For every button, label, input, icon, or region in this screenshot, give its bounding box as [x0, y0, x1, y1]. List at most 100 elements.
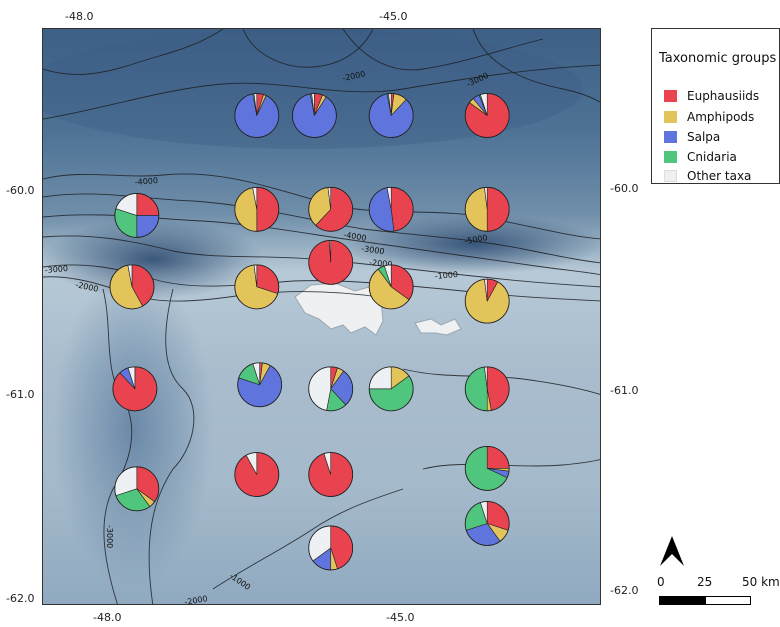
left-lat-label: -60.0 [6, 184, 35, 197]
map-frame[interactable]: -2000 -3000 -4000 -4000 -3000 -2000 -500… [42, 28, 601, 605]
legend-swatch [664, 151, 677, 163]
left-lat-label: -62.0 [6, 592, 35, 605]
contour-label: -4000 [343, 230, 367, 243]
legend-swatch [664, 111, 677, 123]
pie-outline [308, 366, 354, 412]
pie-outline [234, 452, 280, 497]
right-lat-label: -61.0 [610, 384, 639, 397]
pie-outline [114, 193, 160, 238]
station-pie[interactable] [308, 525, 354, 571]
bottom-lon-label: -48.0 [93, 611, 122, 624]
western-slope [53, 269, 213, 589]
right-lat-label: -60.0 [610, 182, 639, 195]
pie-outline [234, 264, 280, 310]
left-lat-label: -61.0 [6, 388, 35, 401]
station-pie[interactable] [464, 93, 510, 138]
deep-basin [343, 214, 600, 274]
pie-outline [237, 362, 283, 408]
pie-outline [464, 186, 510, 232]
scale-bar-segment [660, 597, 706, 604]
pie-outline [464, 445, 510, 491]
deep-basin [43, 219, 263, 299]
contour-label: -3000 [44, 264, 68, 275]
pie-outline [114, 466, 160, 512]
station-pie[interactable] [234, 186, 280, 232]
station-pie[interactable] [464, 445, 510, 491]
legend-swatch [664, 90, 677, 102]
pie-outline [291, 93, 337, 138]
station-pie[interactable] [234, 264, 280, 310]
contour-label: -5000 [464, 233, 488, 246]
legend-swatch [664, 170, 677, 182]
pie-outline [368, 264, 414, 310]
station-pie[interactable] [234, 452, 280, 497]
legend-swatch [664, 131, 677, 143]
pie-outline [308, 239, 354, 285]
station-pie[interactable] [308, 186, 354, 232]
island-coronation [294, 282, 384, 336]
map-canvas: -2000 -3000 -4000 -4000 -3000 -2000 -500… [43, 29, 600, 605]
pie-outline [308, 525, 354, 571]
station-pie[interactable] [308, 366, 354, 412]
contour-label: -3000 [361, 244, 385, 256]
legend-label: Amphipods [687, 110, 755, 124]
pie-outline [308, 452, 354, 497]
station-pie[interactable] [464, 186, 510, 232]
legend: Taxonomic groups Euphausiids Amphipods S… [651, 28, 780, 184]
station-pie[interactable] [114, 466, 160, 512]
top-lon-label: -45.0 [379, 10, 408, 23]
scale-label-0: 0 [657, 575, 665, 589]
station-pie[interactable] [368, 366, 414, 412]
pie-outline [464, 366, 510, 412]
scale-label-50: 50 km [742, 575, 780, 589]
contour-label: -4000 [134, 176, 158, 187]
pie-outline [308, 186, 354, 232]
station-pie[interactable] [291, 93, 337, 138]
bottom-lon-label: -45.0 [386, 611, 415, 624]
contour-label: -1000 [434, 270, 458, 281]
station-pie[interactable] [114, 193, 160, 238]
station-pie[interactable] [368, 93, 414, 138]
pie-outline [109, 264, 155, 310]
pie-outline [368, 186, 414, 232]
legend-label: Other taxa [687, 169, 752, 183]
station-pie[interactable] [308, 452, 354, 497]
scale-label-25: 25 [697, 575, 713, 589]
pie-outline [234, 93, 280, 138]
pie-outline [368, 93, 414, 138]
legend-title: Taxonomic groups [659, 51, 777, 66]
station-pie[interactable] [464, 278, 510, 324]
legend-item-cnidaria: Cnidaria [664, 150, 737, 164]
station-pie[interactable] [109, 264, 155, 310]
station-pie[interactable] [464, 501, 510, 546]
contour-label: -3000 [105, 525, 114, 548]
pie-outline [234, 186, 280, 232]
station-pie[interactable] [464, 366, 510, 412]
station-pie[interactable] [368, 186, 414, 232]
station-pie[interactable] [237, 362, 283, 408]
station-pie[interactable] [368, 264, 414, 310]
pie-outline [368, 366, 414, 412]
legend-label: Euphausiids [687, 89, 760, 103]
legend-item-amphipods: Amphipods [664, 110, 754, 124]
contour-label: -2000 [369, 258, 393, 269]
station-pie[interactable] [308, 239, 354, 285]
legend-item-euphausiids: Euphausiids [664, 89, 759, 103]
pie-outline [464, 501, 510, 546]
pie-outline [464, 278, 510, 324]
pie-outline [464, 93, 510, 138]
top-lon-label: -48.0 [65, 10, 94, 23]
right-lat-label: -62.0 [610, 584, 639, 597]
scale-bar [659, 596, 751, 605]
station-pie[interactable] [234, 93, 280, 138]
station-pie[interactable] [112, 366, 158, 412]
pie-outline [112, 366, 158, 412]
legend-label: Cnidaria [687, 150, 737, 164]
legend-label: Salpa [687, 130, 721, 144]
northern-trough [43, 29, 583, 149]
legend-item-salpa: Salpa [664, 130, 720, 144]
north-arrow-icon [660, 536, 684, 566]
legend-item-other-taxa: Other taxa [664, 169, 751, 183]
station-pies [109, 93, 510, 571]
contour-label: -2000 [184, 594, 208, 605]
